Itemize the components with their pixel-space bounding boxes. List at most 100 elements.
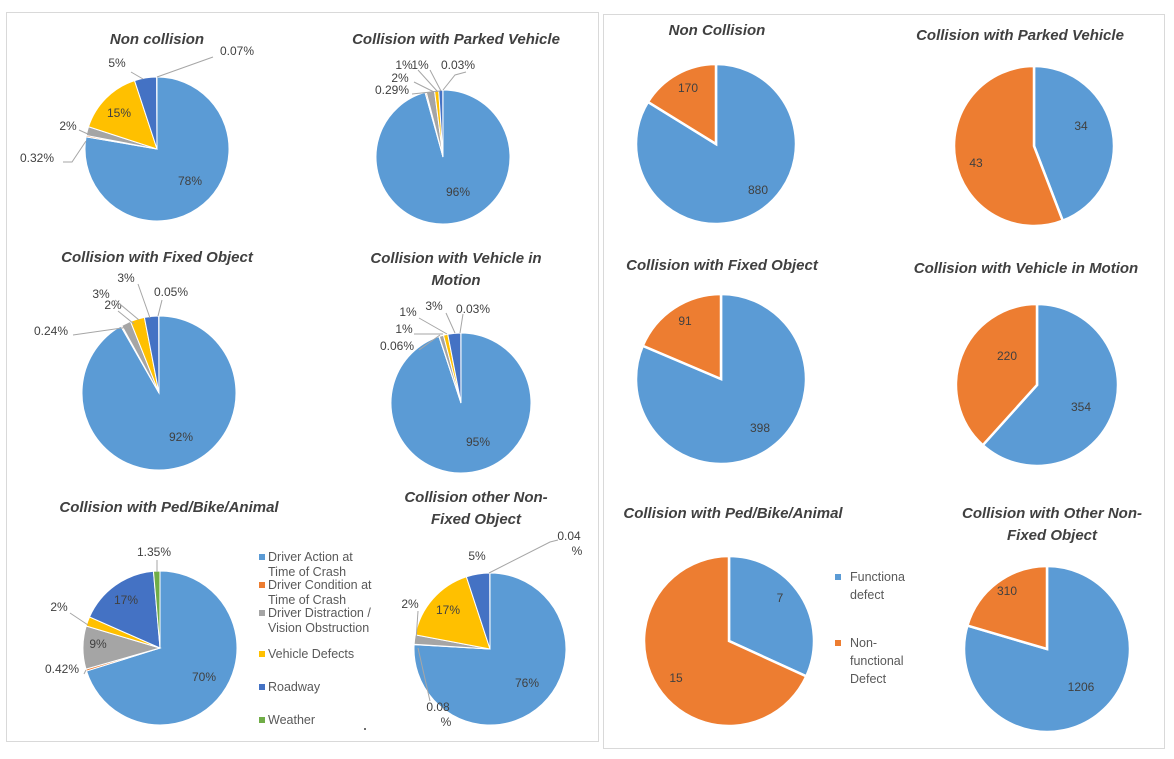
data-label: 0.32% xyxy=(20,151,54,165)
pie-chart-5: Collision with Ped/Bike/Animal 70% 0.42% 9%… xyxy=(45,499,279,726)
legend-swatch xyxy=(259,717,265,723)
data-label: 1% xyxy=(411,58,429,72)
pie-slice-non-functional-defect xyxy=(641,292,723,381)
data-label: 170 xyxy=(678,81,698,95)
chart-title: Collision with Vehicle in Motion xyxy=(914,260,1138,277)
data-label: 2% xyxy=(50,600,68,614)
data-label: 17% xyxy=(436,603,460,617)
data-label: 1206 xyxy=(1068,680,1095,694)
data-label: 0.24% xyxy=(34,324,68,338)
legend-label: Driver Action at Time of Crash xyxy=(268,550,353,579)
leader-line xyxy=(78,129,91,136)
data-label: 0.05% xyxy=(154,285,188,299)
legend-label: Weather xyxy=(268,713,315,727)
leader-line xyxy=(411,90,441,95)
chart-title: Collision with Fixed Object xyxy=(61,249,254,266)
data-label: 0.03% xyxy=(441,58,475,72)
leader-line xyxy=(413,81,435,93)
chart-title: Collision with Fixed Object xyxy=(626,257,819,274)
legend-swatch xyxy=(259,684,265,690)
pie-chart-4: Collision with Vehicle in Motion 95% 0.06% 1… xyxy=(370,250,542,474)
data-label: 0.03% xyxy=(456,302,490,316)
data-label: 0.42% xyxy=(45,662,79,676)
chart-title: Collision with Parked Vehicle xyxy=(916,27,1124,44)
pie-chart-3: Collision with Fixed Object92%0.24%2%3%3… xyxy=(34,249,254,471)
data-label: 34 xyxy=(1074,119,1088,133)
leader-line xyxy=(418,334,441,351)
leader-line xyxy=(69,612,89,626)
legend-right: Functiona defect Non-functional Defect xyxy=(835,570,905,686)
chart-title: Non Collision xyxy=(669,22,766,39)
pie-slice-functional-defect xyxy=(962,564,1132,734)
data-label: 220 xyxy=(997,349,1017,363)
data-label: 1% xyxy=(395,322,413,336)
stray-dot xyxy=(364,728,366,730)
data-label: 2% xyxy=(401,597,419,611)
pie-chart-12: Collision with Other Non-Fixed Object 120… xyxy=(962,505,1142,734)
leader-line xyxy=(83,669,87,675)
data-label: 0.04% xyxy=(557,529,582,558)
chart-title: Collision with Ped/Bike/Animal xyxy=(623,505,843,522)
legend-label: Driver Condition at Time of Crash xyxy=(268,578,372,607)
chart-title: Collision other Non-Fixed Object xyxy=(404,489,547,528)
data-label: 0.29% xyxy=(375,83,409,97)
pie-chart-6: Collision other Non-Fixed Object 76% 0.08%… xyxy=(401,489,582,729)
data-label: 91 xyxy=(678,314,692,328)
pie-chart-10: Collision with Vehicle in Motion 354 220 xyxy=(914,260,1138,468)
data-label: 9% xyxy=(89,637,107,651)
leader-line xyxy=(63,140,87,163)
data-label: 76% xyxy=(515,676,539,690)
data-label: 95% xyxy=(466,435,490,449)
data-label: 0.08% xyxy=(426,700,451,729)
chart-title: Non collision xyxy=(110,31,204,48)
data-label: 96% xyxy=(446,185,470,199)
pie-chart-2: Collision with Parked Vehicle 96% 0.29%2%1… xyxy=(352,31,560,225)
data-label: 1% xyxy=(395,58,413,72)
pie-chart-1: Non collision 78% 0.32% 2% 15% 5% 0.07% xyxy=(20,31,254,222)
data-label: 70% xyxy=(192,670,216,684)
data-label: 1.35% xyxy=(137,545,171,559)
leader-line xyxy=(417,647,431,702)
data-label: 7 xyxy=(777,591,784,605)
data-label: 92% xyxy=(169,430,193,444)
data-label: 15% xyxy=(107,106,131,120)
legend-swatch xyxy=(259,651,265,657)
pie-slice-non-functional-defect xyxy=(965,564,1049,651)
data-label: 0.06% xyxy=(380,339,414,353)
data-label: 3% xyxy=(425,299,443,313)
leader-line xyxy=(459,313,464,334)
legend-swatch xyxy=(259,610,265,616)
legend-label: Roadway xyxy=(268,680,321,694)
pie-chart-7: Non Collision 880 170 xyxy=(634,22,798,226)
data-label: 398 xyxy=(750,421,770,435)
data-label: 5% xyxy=(108,56,126,70)
chart-title: Collision with Other Non-Fixed Object xyxy=(962,505,1142,544)
leader-line xyxy=(445,312,456,334)
pie-slice-non-functional-defect xyxy=(954,302,1039,447)
legend-swatch xyxy=(259,582,265,588)
pie-chart-11: Collision with Ped/Bike/Animal 7 15 xyxy=(623,505,843,728)
data-label: 354 xyxy=(1071,400,1091,414)
data-label: 2% xyxy=(59,119,77,133)
legend-swatch xyxy=(259,554,265,560)
chart-title: Collision with Ped/Bike/Animal xyxy=(59,499,279,516)
data-label: 2% xyxy=(391,71,409,85)
leader-line xyxy=(488,539,559,574)
leader-line xyxy=(156,56,214,78)
data-label: 43 xyxy=(969,156,983,170)
data-label: 5% xyxy=(468,549,486,563)
data-label: 310 xyxy=(997,584,1017,598)
pie-slice-non-functional-defect xyxy=(642,554,808,728)
pie-chart-8: Collision with Parked Vehicle 34 43 xyxy=(916,27,1124,228)
data-label: 0.07% xyxy=(220,44,254,58)
leader-line xyxy=(442,71,467,91)
legend-swatch xyxy=(835,640,841,646)
data-label: 3% xyxy=(117,271,135,285)
leader-line xyxy=(418,317,448,335)
legend-label: Non-functional Defect xyxy=(850,636,904,686)
data-label: 2% xyxy=(104,298,122,312)
leader-line xyxy=(117,310,135,325)
data-label: 15 xyxy=(669,671,683,685)
data-label: 17% xyxy=(114,593,138,607)
